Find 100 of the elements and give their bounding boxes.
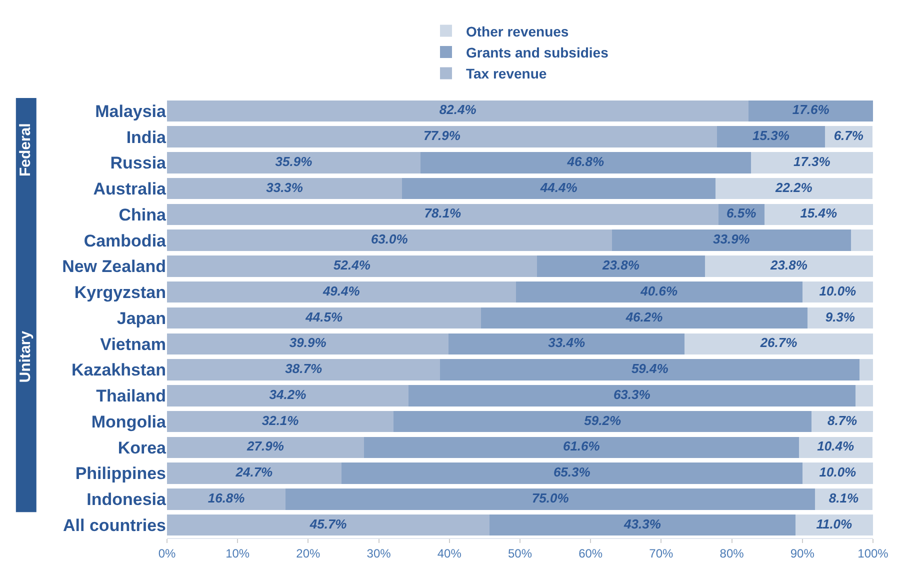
data-label: 40.6% [640,283,678,298]
y-tick-label: Japan [116,308,166,328]
y-tick-label: Vietnam [100,334,166,354]
data-label: 23.8% [602,257,640,272]
data-label: 59.2% [584,412,622,428]
y-tick-label: Malaysia [95,102,167,121]
data-label: 10.0% [819,464,857,480]
bar [408,385,856,406]
x-tick-label: 80% [720,546,744,560]
data-label: 11.0% [816,516,853,532]
legend-label: Tax revenue [466,66,547,82]
data-label: 75.0% [532,490,570,506]
x-tick-label: 30% [366,546,392,560]
data-label: 23.8% [770,257,808,272]
bar [286,488,816,510]
bar [448,333,684,354]
y-tick-label: Philippines [75,464,166,484]
data-label: 34.2% [269,386,307,402]
x-tick-label: 70% [649,546,674,560]
data-label: 15.4% [800,206,838,221]
data-label: 10.4% [817,438,854,454]
legend-label: Other revenues [466,23,569,40]
y-tick-label: Indonesia [86,490,167,510]
data-label: 26.7% [759,335,798,350]
bar [167,333,449,354]
data-label: 63.3% [613,386,651,402]
bar [704,256,873,277]
data-label: 17.3% [793,154,831,169]
data-label: 9.3% [825,309,856,324]
y-tick-label: China [118,205,167,224]
data-label: 43.3% [623,516,662,532]
bar [748,100,873,122]
x-tick-label: 60% [578,546,603,560]
bar [851,230,873,251]
bar [167,282,516,303]
bar [764,204,873,226]
y-tick-label: Kazakhstan [72,360,166,380]
data-label: 82.4% [439,102,477,118]
bar [167,488,286,510]
data-label: 65.3% [553,464,591,480]
bar [167,204,718,226]
x-tick-label: 40% [437,546,462,560]
bar [167,462,342,484]
bar [341,462,802,484]
data-label: 46.2% [624,309,664,324]
x-tick-label: 50% [508,546,532,560]
data-label: 6.7% [834,128,864,144]
bar [860,359,873,380]
bar [440,359,860,380]
bar [167,385,408,406]
data-label: 33.9% [713,232,750,247]
x-tick-label: 90% [790,546,815,560]
bar [394,410,812,432]
bar [402,178,716,200]
bar [167,514,490,536]
bar [167,256,537,277]
y-tick-label: All countries [63,516,166,536]
data-label: 10.0% [819,283,857,298]
bar [481,307,808,329]
x-tick-label: 100% [858,546,889,560]
data-label: 32.1% [262,412,300,428]
y-tick-label: Russia [110,154,167,173]
data-label: 78.1% [424,206,462,221]
data-label: 44.4% [539,180,578,195]
x-tick-label: 0% [158,546,176,560]
bar [167,436,364,458]
data-label: 61.6% [562,438,600,454]
x-tick-label: 20% [296,546,321,560]
data-label: 15.3% [752,128,790,144]
bar [855,385,873,406]
data-label: 59.4% [631,361,669,376]
bar [167,359,440,380]
data-label: 17.6% [792,102,830,118]
text: Federal [17,123,34,177]
bar [167,100,749,122]
data-label: 39.9% [289,335,327,350]
bar [167,230,612,251]
data-label: 38.7% [285,361,322,376]
y-tick-label: Kyrgyzstan [74,283,166,302]
data-label: 35.9% [275,154,313,169]
bar [716,126,825,148]
y-tick-label: Thailand [96,386,166,406]
data-label: 24.7% [234,464,274,480]
data-label: 49.4% [322,283,360,298]
bar [612,230,852,251]
data-label: 44.5% [304,309,343,324]
y-tick-label: Australia [93,180,167,199]
text: Unitary [16,330,34,383]
bar [167,307,482,329]
y-tick-label: Cambodia [84,231,167,250]
bar [516,282,802,303]
bar [716,178,872,200]
data-label: 16.8% [208,490,246,506]
data-label: 46.8% [566,154,605,169]
y-tick-label: Mongolia [91,412,167,432]
data-label: 6.5% [726,206,757,221]
bar [167,410,394,432]
data-label: 33.4% [548,335,586,350]
bar [167,126,717,148]
bar [490,514,796,536]
